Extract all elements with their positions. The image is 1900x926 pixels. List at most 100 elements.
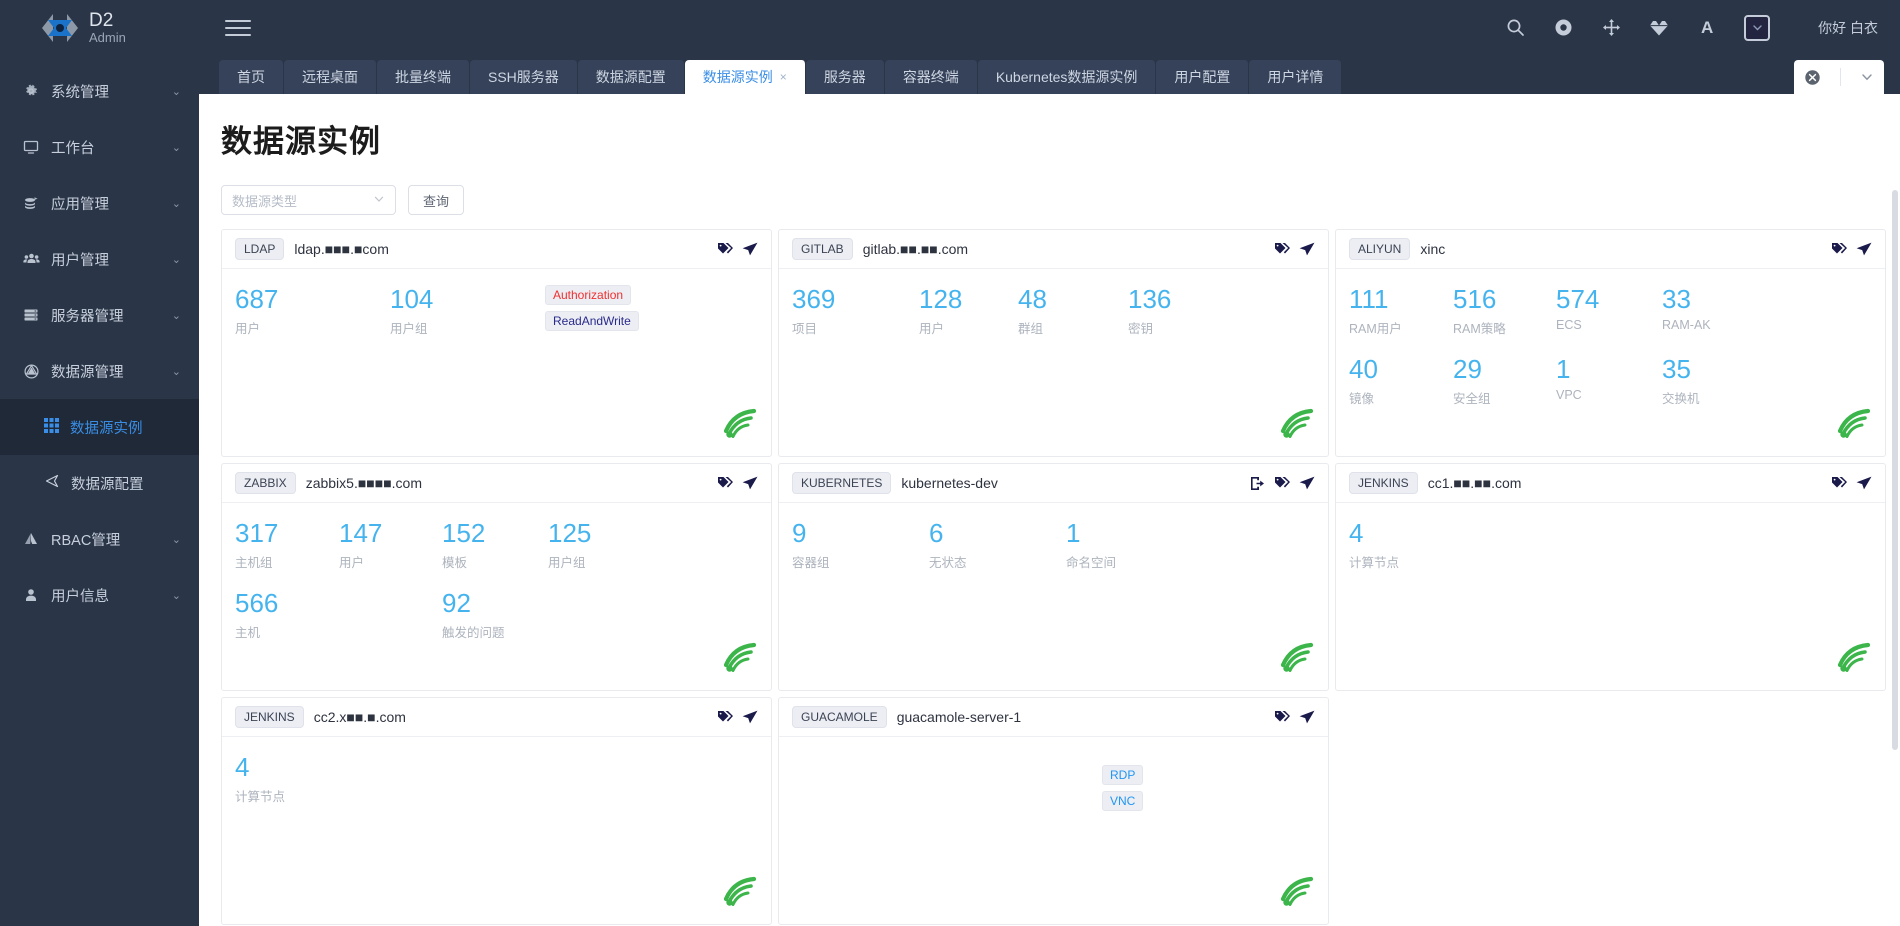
sidebar-menu: 系统管理 ⌄ 工作台 ⌄ 应用管理 ⌄: [0, 55, 199, 926]
card-body: RDP VNC: [779, 737, 1328, 924]
tab-label: 用户详情: [1267, 69, 1324, 85]
monitor-icon: [22, 139, 40, 155]
card-body: 4 计算节点: [222, 737, 771, 924]
close-circle-icon[interactable]: [1804, 69, 1821, 86]
status-badge: VNC: [1102, 791, 1144, 811]
chevron-down-icon[interactable]: [1860, 70, 1874, 84]
tab-ssh-server[interactable]: SSH服务器: [470, 60, 578, 94]
stat-item: 4 计算节点: [1349, 518, 1504, 571]
sidebar-item-datasource-instance[interactable]: 数据源实例: [0, 399, 199, 455]
tag-icon[interactable]: [1831, 476, 1847, 490]
card-gitlab[interactable]: GITLAB gitlab.■■.■■.com 369: [778, 229, 1329, 457]
avatar[interactable]: [1744, 14, 1771, 41]
sidebar: D2 Admin 系统管理 ⌄ 工作台 ⌄: [0, 0, 199, 926]
tab-label: 容器终端: [902, 69, 959, 85]
sidebar-item-user-mgmt[interactable]: 用户管理 ⌄: [0, 231, 199, 287]
search-icon[interactable]: [1504, 17, 1526, 39]
send-icon[interactable]: [1856, 242, 1872, 256]
tag-icon[interactable]: [1831, 242, 1847, 256]
tab-remote-desktop[interactable]: 远程桌面: [284, 60, 377, 94]
tab-batch-terminal[interactable]: 批量终端: [377, 60, 470, 94]
stat-label: VPC: [1556, 387, 1582, 402]
stat-grid: 9 容器组 6 无状态 1 命名空间: [792, 518, 1315, 589]
tag-icon[interactable]: [717, 476, 733, 490]
brand[interactable]: D2 Admin: [0, 0, 199, 55]
stat-label: RAM-AK: [1662, 317, 1711, 332]
card-kubernetes[interactable]: KUBERNETES kubernetes-dev 9: [778, 463, 1329, 691]
stat-label: 容器组: [792, 555, 830, 570]
vertical-scrollbar[interactable]: [1892, 190, 1898, 750]
card-host: ldap.■■■.■com: [294, 241, 389, 257]
grid-icon: [44, 417, 59, 437]
sidebar-item-application[interactable]: 应用管理 ⌄: [0, 175, 199, 231]
card-host: kubernetes-dev: [901, 475, 998, 491]
sidebar-item-server-mgmt[interactable]: 服务器管理 ⌄: [0, 287, 199, 343]
tag-icon[interactable]: [717, 710, 733, 724]
stat-item: 147 用户: [339, 518, 442, 571]
sidebar-item-datasource-config[interactable]: 数据源配置: [0, 455, 199, 511]
card-body: 9 容器组 6 无状态 1 命名空间: [779, 503, 1328, 690]
sidebar-item-datasource-mgmt[interactable]: 数据源管理 ⌄: [0, 343, 199, 399]
tab-label: 首页: [237, 69, 265, 85]
card-jenkins-1[interactable]: JENKINS cc1.■■.■■.com 4 计算节点: [1335, 463, 1886, 691]
font-size-icon[interactable]: A: [1700, 17, 1714, 37]
card-guacamole[interactable]: GUACAMOLE guacamole-server-1 RDP VNC: [778, 697, 1329, 925]
theme-diamond-icon[interactable]: [1648, 17, 1670, 39]
sidebar-item-user-info[interactable]: 用户信息 ⌄: [0, 567, 199, 623]
stat-value: 1: [1066, 518, 1081, 548]
sidebar-item-label: 数据源管理: [51, 364, 124, 381]
card-aliyun[interactable]: ALIYUN xinc 111 RAM用户: [1335, 229, 1886, 457]
tag-icon[interactable]: [1274, 476, 1290, 490]
send-icon[interactable]: [1299, 476, 1315, 490]
stat-label: 群组: [1018, 321, 1044, 336]
send-icon[interactable]: [742, 242, 758, 256]
stat-grid: 369 项目 128 用户 48 群组: [792, 284, 1315, 355]
tab-home[interactable]: 首页: [219, 60, 284, 94]
card-host: zabbix5.■■■■.com: [305, 475, 422, 491]
send-icon[interactable]: [1299, 242, 1315, 256]
sidebar-item-label: 系统管理: [51, 84, 109, 101]
sidebar-item-label: 用户信息: [51, 588, 109, 605]
tabs-list: 首页 远程桌面 批量终端 SSH服务器 数据源配置 数据源实例 × 服务器 容器…: [199, 55, 1343, 94]
close-icon[interactable]: ×: [779, 70, 787, 84]
tabbar: 首页 远程桌面 批量终端 SSH服务器 数据源配置 数据源实例 × 服务器 容器…: [199, 55, 1900, 94]
card-actions: [1831, 476, 1872, 490]
cone-icon: [44, 473, 60, 493]
tab-server[interactable]: 服务器: [805, 60, 885, 94]
send-icon[interactable]: [742, 476, 758, 490]
type-badge: GUACAMOLE: [792, 706, 887, 728]
send-icon[interactable]: [1856, 476, 1872, 490]
tab-datasource-config[interactable]: 数据源配置: [577, 60, 685, 94]
tab-kubernetes-datasource-instance[interactable]: Kubernetes数据源实例: [977, 60, 1157, 94]
card-ldap[interactable]: LDAP ldap.■■■.■com 687 用户: [221, 229, 772, 457]
card-body: 369 项目 128 用户 48 群组: [779, 269, 1328, 456]
query-button[interactable]: 查询: [408, 185, 465, 215]
card-jenkins-2[interactable]: JENKINS cc2.x■■.■.com 4 计算节点: [221, 697, 772, 925]
sidebar-item-workbench[interactable]: 工作台 ⌄: [0, 119, 199, 175]
tag-icon[interactable]: [1274, 710, 1290, 724]
tab-label: 用户配置: [1174, 69, 1231, 85]
tab-label: SSH服务器: [488, 69, 559, 85]
fullscreen-move-icon[interactable]: [1600, 17, 1622, 39]
card-zabbix[interactable]: ZABBIX zabbix5.■■■■.com 317: [221, 463, 772, 691]
send-icon[interactable]: [742, 710, 758, 724]
sidebar-item-system[interactable]: 系统管理 ⌄: [0, 63, 199, 119]
tab-user-config[interactable]: 用户配置: [1156, 60, 1250, 94]
stat-item: 48 群组: [1018, 284, 1128, 337]
tag-icon[interactable]: [717, 242, 733, 256]
send-icon[interactable]: [1299, 710, 1315, 724]
tag-icon[interactable]: [1274, 242, 1290, 256]
datasource-type-select[interactable]: 数据源类型: [221, 185, 396, 215]
chevron-up-icon: ⌄: [171, 365, 181, 378]
terminal-icon[interactable]: [1250, 476, 1265, 491]
users-icon: [22, 251, 40, 267]
card-row: LDAP ldap.■■■.■com 687 用户: [221, 229, 1886, 457]
card-actions: [1274, 242, 1315, 256]
tab-user-detail[interactable]: 用户详情: [1249, 60, 1343, 94]
hamburger-icon[interactable]: [225, 17, 251, 39]
record-icon[interactable]: [1552, 17, 1574, 39]
sidebar-item-rbac[interactable]: RBAC管理 ⌄: [0, 511, 199, 567]
stat-value: 369: [792, 284, 836, 314]
tab-datasource-instance[interactable]: 数据源实例 ×: [684, 60, 806, 94]
tab-container-terminal[interactable]: 容器终端: [884, 60, 978, 94]
